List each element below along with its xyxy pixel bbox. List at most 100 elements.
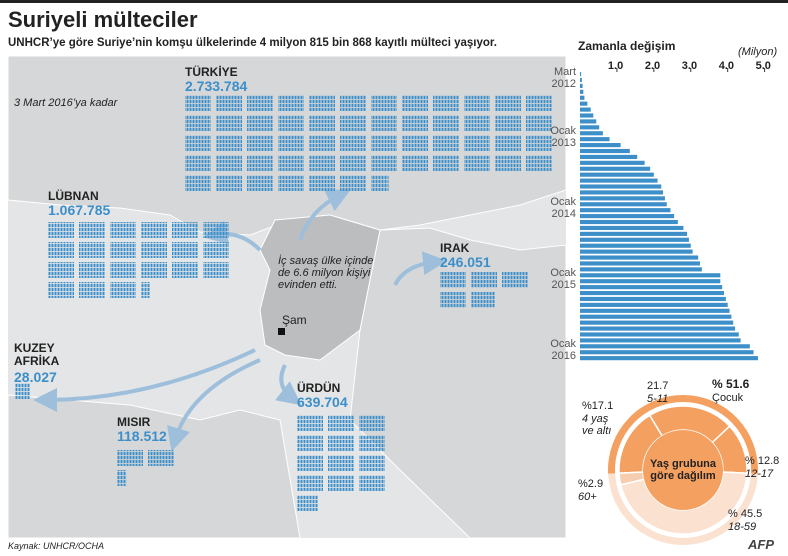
icon-block bbox=[371, 95, 397, 111]
icon-block bbox=[247, 155, 273, 171]
icon-block bbox=[433, 95, 459, 111]
x-tick-label: 2.0 bbox=[644, 60, 661, 72]
segment-value: % 12.8 bbox=[745, 455, 780, 467]
country-name: TÜRKİYE bbox=[185, 65, 238, 79]
bar bbox=[580, 178, 658, 183]
icon-block bbox=[359, 475, 385, 491]
icon-block bbox=[328, 475, 354, 491]
bar bbox=[580, 119, 597, 124]
icon-block bbox=[359, 435, 385, 451]
icon-block bbox=[526, 95, 552, 111]
icon-block bbox=[117, 450, 143, 466]
icon-block bbox=[110, 262, 136, 278]
icon-block bbox=[110, 282, 136, 298]
icon-block bbox=[216, 95, 242, 111]
bar bbox=[580, 338, 741, 343]
icon-block bbox=[203, 242, 229, 258]
bar bbox=[580, 154, 638, 159]
icon-block bbox=[371, 135, 397, 151]
bar bbox=[580, 231, 688, 236]
icon-block bbox=[371, 115, 397, 131]
top-rule bbox=[0, 0, 788, 3]
icon-block bbox=[340, 135, 366, 151]
bar bbox=[580, 219, 678, 225]
refugee-icons bbox=[117, 450, 174, 486]
segment-value: %17.1 bbox=[582, 400, 614, 412]
bar bbox=[580, 350, 754, 355]
bar bbox=[580, 344, 750, 349]
icon-block bbox=[110, 222, 136, 238]
icon-block bbox=[247, 115, 273, 131]
icon-block bbox=[526, 135, 552, 151]
capital-label: Şam bbox=[282, 313, 307, 327]
bar bbox=[580, 113, 594, 118]
icon-block bbox=[495, 135, 521, 151]
bar bbox=[580, 285, 723, 290]
bar bbox=[580, 214, 675, 219]
bar bbox=[580, 101, 588, 106]
x-tick-label: 5.0 bbox=[755, 60, 771, 72]
icon-block bbox=[359, 415, 385, 431]
icon-block bbox=[203, 222, 229, 238]
icon-block bbox=[433, 135, 459, 151]
icon-block bbox=[495, 95, 521, 111]
icon-block bbox=[216, 115, 242, 131]
icon-block bbox=[216, 155, 242, 171]
icon-block bbox=[278, 115, 304, 131]
bar bbox=[580, 137, 610, 142]
country-name: KUZEY AFRİKA bbox=[14, 341, 60, 369]
icon-block bbox=[297, 435, 323, 451]
bar bbox=[580, 261, 700, 266]
bar bbox=[580, 95, 585, 100]
icon-block bbox=[340, 175, 366, 191]
bar bbox=[580, 255, 699, 260]
other-arc bbox=[608, 473, 758, 546]
icon-block bbox=[309, 115, 335, 131]
icon-block bbox=[141, 282, 151, 298]
title: Suriyeli mülteciler bbox=[8, 7, 198, 32]
icon-block bbox=[328, 415, 354, 431]
icon-block bbox=[371, 175, 389, 191]
bar bbox=[580, 267, 702, 272]
date-note: 3 Mart 2016’ya kadar bbox=[14, 97, 118, 109]
icon-block bbox=[471, 292, 495, 308]
country-value: 118.512 bbox=[117, 428, 167, 444]
icon-block bbox=[203, 262, 229, 278]
bar bbox=[580, 243, 691, 248]
bar bbox=[580, 320, 734, 325]
icon-block bbox=[464, 115, 490, 131]
icon-block bbox=[79, 222, 105, 238]
bar bbox=[580, 296, 726, 302]
icon-block bbox=[216, 135, 242, 151]
icon-block bbox=[328, 455, 354, 471]
icon-block bbox=[402, 135, 428, 151]
icon-block bbox=[278, 95, 304, 111]
bar bbox=[580, 184, 662, 189]
bar bbox=[580, 190, 664, 195]
refugee-icons bbox=[15, 383, 30, 399]
country-value: 1.067.785 bbox=[48, 202, 111, 218]
bar bbox=[580, 314, 732, 319]
bar bbox=[580, 302, 728, 307]
icon-block bbox=[309, 95, 335, 111]
icon-block bbox=[328, 435, 354, 451]
icon-block bbox=[495, 155, 521, 171]
icon-block bbox=[440, 272, 466, 288]
icon-block bbox=[148, 450, 174, 466]
bar bbox=[580, 208, 671, 213]
refugee-icons bbox=[185, 95, 552, 191]
icon-block bbox=[278, 135, 304, 151]
bar bbox=[580, 249, 693, 254]
bar bbox=[580, 160, 645, 165]
icon-block bbox=[172, 242, 198, 258]
bar bbox=[580, 131, 603, 136]
icon-block bbox=[495, 115, 521, 131]
chart-title: Zamanla değişim bbox=[578, 39, 676, 53]
country-value: 2.733.784 bbox=[185, 78, 248, 94]
icon-block bbox=[247, 135, 273, 151]
segment-value: 21.7 bbox=[647, 380, 669, 392]
bar bbox=[580, 143, 621, 148]
icon-block bbox=[297, 475, 323, 491]
icon-block bbox=[185, 175, 211, 191]
